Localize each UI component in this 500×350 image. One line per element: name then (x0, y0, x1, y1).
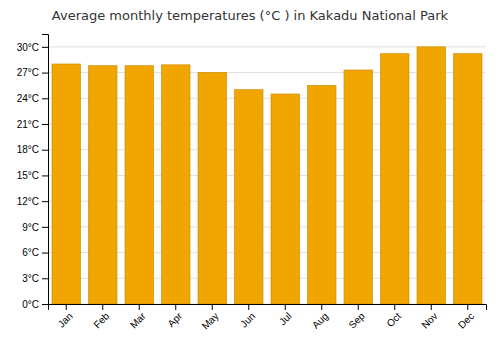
chart: Jan Feb Mar Apr May Jun Jul Aug Sep Oct Nov Dec 0°C 3… (0, 0, 500, 350)
x-tick-label: May (200, 310, 221, 331)
bar (344, 70, 372, 304)
grid (48, 47, 486, 304)
x-tick-label: Sep (346, 310, 367, 331)
x-axis-line (49, 305, 487, 311)
x-tick: Sep (346, 304, 367, 331)
y-tick: 0°C (22, 299, 48, 310)
x-tick-mark (102, 304, 103, 310)
bar (235, 90, 263, 304)
y-tick-label: 12°C (17, 196, 39, 207)
x-tick-mark (285, 304, 286, 310)
x-tick-label: Oct (384, 310, 403, 329)
y-tick-label: 3°C (22, 273, 39, 284)
x-tick: Jun (238, 304, 257, 330)
y-tick-mark (42, 201, 48, 202)
bar (198, 73, 226, 304)
bar (308, 85, 336, 304)
bar (417, 47, 445, 304)
x-tick-mark (394, 304, 395, 310)
x-tick: Jan (56, 304, 75, 330)
x-tick: Dec (456, 304, 476, 331)
x-tick-label: Feb (91, 310, 111, 330)
y-tick-mark (42, 124, 48, 125)
y-tick-mark (42, 227, 48, 228)
y-tick: 12°C (17, 196, 48, 207)
bars (52, 47, 482, 304)
x-tick: Aug (310, 304, 330, 331)
x-tick: May (200, 304, 221, 332)
x-tick-label: Dec (456, 310, 476, 330)
x-tick: Feb (91, 304, 111, 330)
y-tick-label: 9°C (22, 222, 39, 233)
x-tick: Oct (384, 304, 403, 329)
bar (89, 66, 117, 304)
bar (52, 64, 80, 304)
y-axis-line (42, 35, 49, 305)
y-tick-mark (42, 98, 48, 99)
x-axis: Jan Feb Mar Apr May Jun Jul Aug Sep Oct Nov Dec (49, 304, 487, 332)
y-tick-label: 15°C (17, 170, 39, 181)
x-tick-mark (212, 304, 213, 310)
y-tick: 6°C (22, 247, 48, 258)
x-tick: Mar (128, 304, 148, 330)
x-tick-mark (248, 304, 249, 310)
x-tick-mark (431, 304, 432, 310)
y-tick: 27°C (17, 67, 48, 78)
x-tick-label: Jan (56, 310, 75, 329)
y-tick-label: 18°C (17, 144, 39, 155)
y-tick-label: 6°C (22, 247, 39, 258)
y-tick-mark (42, 304, 48, 305)
y-tick-mark (42, 47, 48, 48)
x-tick-label: Jul (277, 310, 294, 327)
y-tick-mark (42, 150, 48, 151)
bar (454, 54, 482, 304)
x-tick-mark (139, 304, 140, 310)
y-tick-mark (42, 175, 48, 176)
y-tick-label: 24°C (17, 93, 39, 104)
x-tick-mark (358, 304, 359, 310)
x-tick-label: Aug (310, 310, 330, 330)
x-tick-mark (175, 304, 176, 310)
y-tick-label: 21°C (17, 119, 39, 130)
y-axis: 0°C 3°C 6°C 9°C 12°C 15°C 18°C 21°C 24°C 27°C 30°C (17, 35, 49, 310)
bar (271, 94, 299, 304)
bar (381, 54, 409, 304)
y-tick-label: 27°C (17, 67, 39, 78)
y-tick: 3°C (22, 273, 48, 284)
y-tick-label: 30°C (17, 42, 39, 53)
y-tick-mark (42, 278, 48, 279)
x-tick-mark (467, 304, 468, 310)
y-tick-label: 0°C (22, 299, 39, 310)
x-tick: Jul (277, 304, 294, 327)
bar (125, 66, 153, 304)
y-tick-mark (42, 253, 48, 254)
y-tick: 9°C (22, 222, 48, 233)
y-tick: 21°C (17, 119, 48, 130)
x-tick-mark (321, 304, 322, 310)
y-tick: 30°C (17, 42, 48, 53)
bar (162, 65, 190, 304)
x-tick-label: Mar (128, 310, 148, 330)
x-tick: Nov (419, 304, 439, 331)
y-tick: 18°C (17, 144, 48, 155)
x-tick: Apr (165, 304, 184, 329)
y-tick-mark (42, 73, 48, 74)
x-tick-label: Apr (165, 310, 184, 329)
x-tick-mark (66, 304, 67, 310)
plot: Jan Feb Mar Apr May Jun Jul Aug Sep Oct Nov Dec 0°C 3… (17, 35, 487, 332)
y-tick: 15°C (17, 170, 48, 181)
x-tick-label: Nov (419, 310, 439, 330)
x-tick-label: Jun (238, 310, 257, 329)
y-tick: 24°C (17, 93, 48, 104)
title: Average monthly temperatures (°C ) in Ka… (52, 8, 449, 23)
